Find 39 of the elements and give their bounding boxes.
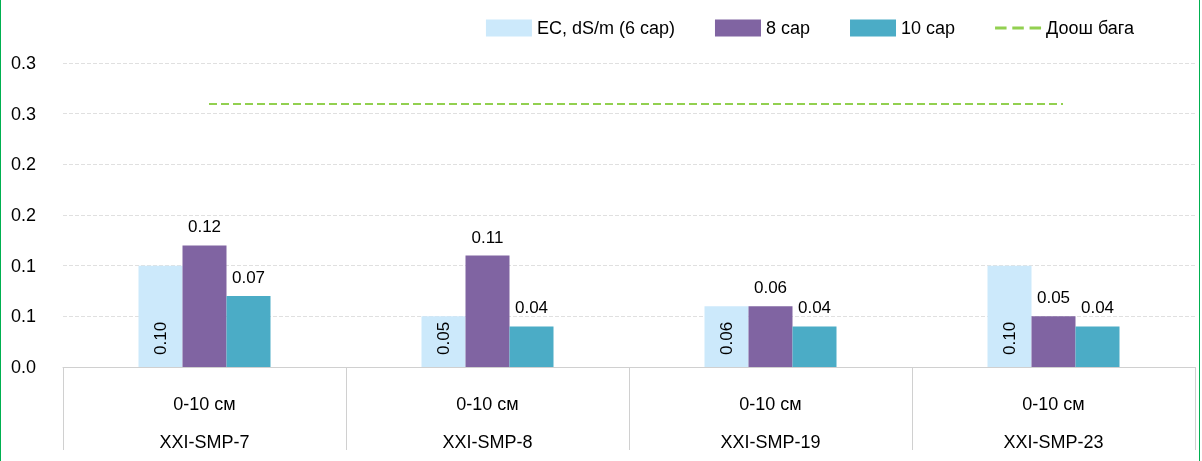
- y-tick-label: 0.1: [11, 306, 37, 327]
- data-label: 0.10: [151, 321, 170, 355]
- data-label: 0.06: [753, 278, 788, 298]
- bar: [704, 306, 749, 367]
- bar: [1031, 316, 1076, 367]
- data-label: 0.12: [187, 217, 222, 237]
- y-tick-label: 0.2: [11, 154, 37, 175]
- data-label: 0.05: [1036, 288, 1071, 308]
- legend-label: 8 сар: [765, 18, 811, 38]
- bar: [421, 316, 466, 367]
- data-label: 0.04: [797, 298, 832, 318]
- data-label: 0.05: [434, 321, 453, 355]
- x-tick-label: 0-10 см XXI-SMP-19: [720, 394, 821, 452]
- bar: [1075, 326, 1120, 367]
- y-tick-label: 0.1: [11, 255, 37, 276]
- bar: [465, 255, 510, 367]
- x-tick-label: 0-10 см XXI-SMP-7: [159, 394, 250, 452]
- bar: [792, 326, 837, 367]
- y-tick-label: 0.2: [11, 205, 37, 225]
- bar: [226, 296, 271, 367]
- legend-label: Доош бага: [1046, 18, 1135, 38]
- data-label: 0.07: [231, 268, 266, 288]
- bar: [182, 245, 227, 367]
- bar: [987, 265, 1032, 367]
- data-label: 0.10: [1000, 321, 1019, 355]
- data-label: 0.11: [471, 227, 504, 247]
- data-label: 0.04: [1080, 298, 1115, 318]
- legend-label: 10 сар: [901, 18, 956, 38]
- bar: [509, 326, 554, 367]
- bar: [138, 265, 183, 367]
- y-tick-label: 0.3: [11, 103, 37, 124]
- y-tick-label: 0.3: [11, 53, 37, 73]
- data-label: 0.06: [717, 321, 736, 355]
- x-tick-label: 0-10 см XXI-SMP-8: [442, 394, 533, 452]
- data-label: 0.04: [514, 298, 549, 318]
- bar: [748, 306, 793, 367]
- y-tick-label: 0.0: [11, 357, 37, 377]
- x-tick-label: 0-10 см XXI-SMP-23: [1003, 394, 1104, 452]
- legend-label: EC, dS/m (6 сар): [536, 18, 675, 38]
